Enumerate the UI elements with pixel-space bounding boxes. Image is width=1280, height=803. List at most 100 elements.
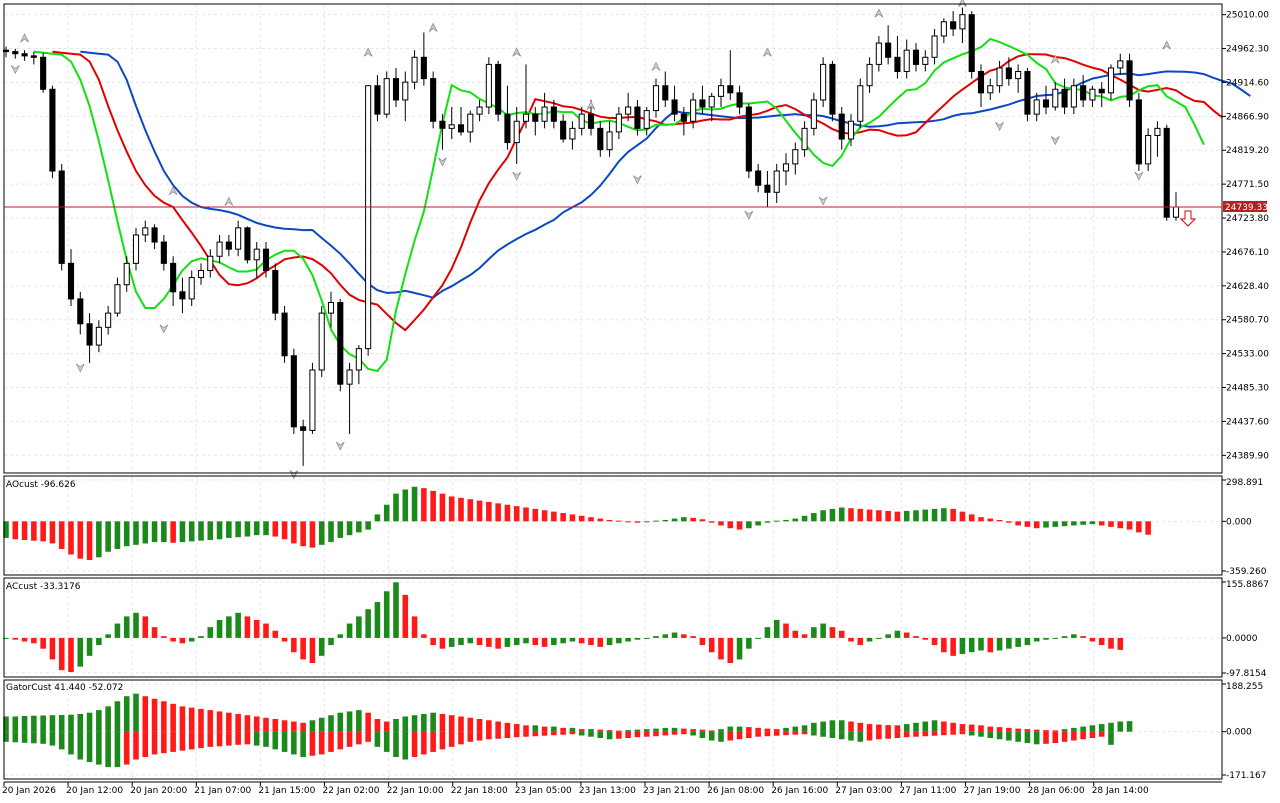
candle bbox=[374, 85, 381, 115]
gator-upper-bar bbox=[783, 727, 789, 732]
histogram-bar bbox=[866, 637, 873, 642]
gator-lower-bar bbox=[857, 731, 864, 742]
gator-lower-bar bbox=[58, 731, 65, 750]
gator-upper-bar bbox=[578, 729, 585, 732]
histogram-bar bbox=[885, 510, 891, 522]
histogram-bar bbox=[894, 630, 901, 638]
gator-upper-bar bbox=[1015, 728, 1021, 732]
gator-lower-bar bbox=[532, 731, 539, 737]
gator-upper-bar bbox=[996, 727, 1003, 732]
histogram-bar bbox=[755, 521, 761, 526]
gator-upper-bar bbox=[281, 720, 288, 732]
histogram-bar bbox=[643, 521, 650, 523]
histogram-bar bbox=[58, 521, 65, 549]
price-tick-label: 24819.20 bbox=[1226, 146, 1269, 156]
histogram-bar bbox=[727, 521, 734, 529]
histogram-bar bbox=[764, 627, 771, 638]
histogram-bar bbox=[746, 521, 752, 529]
histogram-bar bbox=[523, 507, 529, 522]
histogram-bar bbox=[1061, 521, 1068, 527]
gator-lower-bar bbox=[151, 731, 158, 755]
time-tick-label: 28 Jan 06:00 bbox=[1028, 786, 1085, 796]
histogram-bar bbox=[3, 637, 9, 639]
gator-lower-bar bbox=[1015, 731, 1021, 742]
gator-lower-bar bbox=[31, 731, 37, 744]
candle bbox=[476, 106, 483, 115]
histogram-bar bbox=[328, 637, 334, 646]
histogram-bar bbox=[439, 637, 446, 649]
histogram-bar bbox=[513, 506, 520, 522]
histogram-bar bbox=[170, 521, 176, 543]
histogram-bar bbox=[616, 520, 622, 522]
candle bbox=[105, 312, 112, 328]
histogram-bar bbox=[950, 508, 956, 522]
histogram-bar bbox=[337, 521, 344, 538]
histogram-bar bbox=[671, 518, 678, 522]
gator-upper-bar bbox=[486, 720, 492, 732]
candle bbox=[132, 234, 140, 264]
candle bbox=[801, 127, 808, 151]
histogram-bar bbox=[708, 521, 715, 523]
candle bbox=[346, 369, 353, 385]
gator-lower-bar bbox=[978, 731, 984, 737]
time-tick-label: 27 Jan 19:00 bbox=[964, 786, 1021, 796]
histogram-bar bbox=[421, 488, 427, 522]
gator-lower-bar bbox=[838, 731, 845, 740]
candle bbox=[21, 53, 28, 57]
gator-lower-bar bbox=[1108, 731, 1114, 745]
gator-upper-bar bbox=[1033, 729, 1040, 732]
fractal-up-icon bbox=[168, 186, 178, 196]
histogram-bar bbox=[291, 637, 297, 653]
histogram-bar bbox=[820, 510, 826, 522]
grid-lines bbox=[3, 4, 1222, 779]
gator-lower-bar bbox=[1080, 731, 1086, 740]
time-tick-label: 21 Jan 15:00 bbox=[258, 786, 315, 796]
gator-upper-bar bbox=[448, 715, 455, 732]
histogram-bar bbox=[681, 634, 687, 638]
candle bbox=[448, 124, 455, 129]
candle bbox=[142, 227, 149, 236]
histogram-bar bbox=[291, 521, 297, 544]
histogram-bar bbox=[235, 521, 241, 538]
histogram-bar bbox=[235, 612, 241, 638]
gator-lower-bar bbox=[458, 731, 464, 745]
gator-upper-bar bbox=[393, 719, 399, 732]
histogram-bar bbox=[820, 623, 826, 638]
gator-upper-bar bbox=[170, 703, 176, 732]
histogram-bar bbox=[671, 632, 678, 638]
gator-lower-bar bbox=[922, 731, 929, 737]
histogram-bar bbox=[58, 637, 65, 671]
gator-lower-bar bbox=[114, 731, 121, 768]
histogram-bar bbox=[504, 504, 511, 522]
histogram-bar bbox=[1015, 521, 1021, 526]
gator-lower-bar bbox=[198, 731, 204, 749]
candle bbox=[810, 99, 817, 129]
indicator-tick-label: 155.8867 bbox=[1226, 580, 1269, 590]
histogram-bar bbox=[105, 634, 111, 638]
gator-lower-bar bbox=[188, 731, 195, 750]
gator-upper-bar bbox=[662, 727, 669, 732]
gator-lower-bar bbox=[346, 731, 353, 747]
candle bbox=[977, 71, 985, 94]
fractal-up-icon bbox=[586, 100, 596, 110]
candle bbox=[987, 85, 994, 94]
candle bbox=[504, 113, 511, 144]
indicator-tick-label: -359.260 bbox=[1226, 567, 1267, 577]
gator-lower-bar bbox=[1098, 731, 1105, 737]
gator-lower-bar bbox=[718, 731, 724, 742]
gator-upper-bar bbox=[411, 715, 418, 732]
candle bbox=[160, 241, 167, 264]
gator-lower-bar bbox=[755, 731, 761, 737]
gator-upper-bar bbox=[216, 711, 223, 732]
gator-upper-bar bbox=[253, 716, 260, 732]
moving-average-line bbox=[52, 50, 1224, 332]
gator-lower-bar bbox=[643, 731, 650, 737]
candle bbox=[532, 113, 539, 122]
gator-lower-bar bbox=[588, 731, 594, 737]
histogram-bar bbox=[374, 514, 381, 522]
histogram-bar bbox=[374, 602, 381, 638]
histogram-bar bbox=[541, 637, 548, 647]
ao-indicator-label: AOcust -96.626 bbox=[6, 480, 76, 490]
